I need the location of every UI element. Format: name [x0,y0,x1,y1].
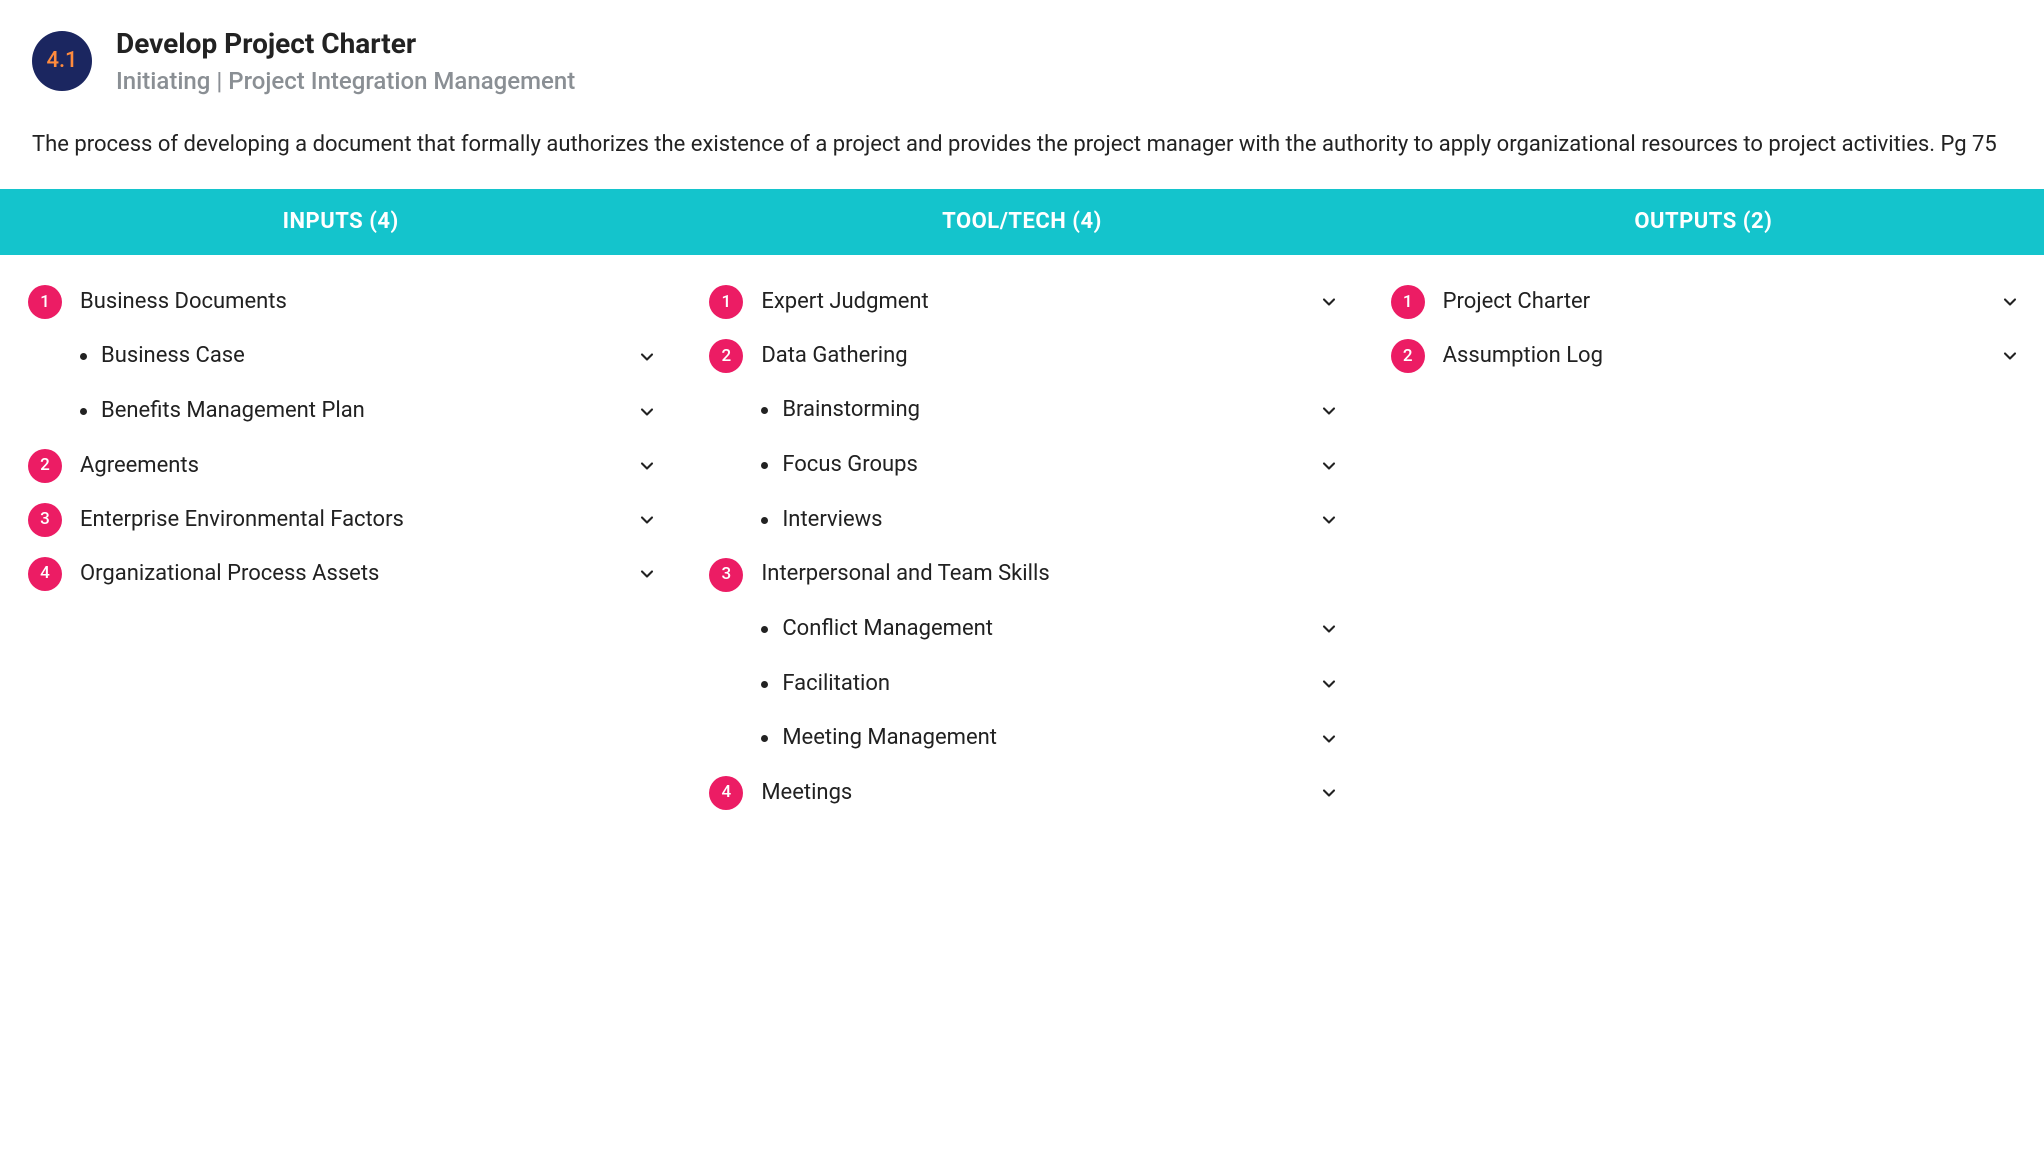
column-heading: OUTPUTS (2) [1363,189,2044,256]
column-heading: TOOL/TECH (4) [681,189,1362,256]
bullet-icon [80,353,87,360]
chevron-down-icon[interactable] [1315,783,1343,803]
bullet-icon [761,681,768,688]
chevron-down-icon[interactable] [1315,729,1343,749]
item-label: Data Gathering [761,341,1296,372]
list-item[interactable]: 3 Enterprise Environmental Factors [28,493,661,547]
chevron-down-icon[interactable] [1315,292,1343,312]
item-number-badge: 4 [709,776,743,810]
bullet-icon [761,626,768,633]
item-number-badge: 1 [28,285,62,319]
item-number-badge: 4 [28,557,62,591]
column: 1 Expert Judgment 2 Data Gathering Brainstor… [681,255,1362,840]
process-subtitle: Initiating | Project Integration Managem… [116,65,575,99]
chevron-down-icon[interactable] [633,510,661,530]
column-header-bar: INPUTS (4)TOOL/TECH (4)OUTPUTS (2) [0,189,2044,256]
chevron-down-icon[interactable] [633,347,661,367]
sub-item[interactable]: Meeting Management [761,711,1342,766]
item-label: Business Documents [80,287,615,318]
item-label: Agreements [80,451,615,482]
chevron-down-icon[interactable] [633,564,661,584]
chevron-down-icon[interactable] [1996,292,2024,312]
item-number-badge: 2 [1391,339,1425,373]
bullet-icon [80,408,87,415]
item-label: Expert Judgment [761,287,1296,318]
list-item[interactable]: 4 Organizational Process Assets [28,547,661,601]
bullet-icon [761,517,768,524]
list-item[interactable]: 1 Expert Judgment [709,275,1342,329]
list-item[interactable]: 4 Meetings [709,766,1342,820]
list-item[interactable]: 3 Interpersonal and Team Skills [709,548,1342,602]
chevron-down-icon[interactable] [1315,674,1343,694]
item-label: Interpersonal and Team Skills [761,559,1296,590]
sub-list: Brainstorming Focus Groups Interviews [709,383,1342,547]
bullet-icon [761,407,768,414]
sub-item-label: Facilitation [782,669,1300,700]
sub-item[interactable]: Facilitation [761,657,1342,712]
item-label: Meetings [761,778,1296,809]
sub-item[interactable]: Business Case [80,329,661,384]
chevron-down-icon[interactable] [633,456,661,476]
item-label: Organizational Process Assets [80,559,615,590]
sub-item-label: Interviews [782,505,1300,536]
sub-item[interactable]: Brainstorming [761,383,1342,438]
sub-item[interactable]: Conflict Management [761,602,1342,657]
item-number-badge: 1 [1391,285,1425,319]
sub-item-label: Meeting Management [782,723,1300,754]
sub-item-label: Focus Groups [782,450,1300,481]
process-number-badge: 4.1 [32,31,92,91]
chevron-down-icon[interactable] [1315,456,1343,476]
process-title: Develop Project Charter [116,24,575,63]
item-label: Enterprise Environmental Factors [80,505,615,536]
column: 1 Project Charter 2 Assumption Log [1363,255,2044,840]
list-item[interactable]: 2 Data Gathering [709,329,1342,383]
chevron-down-icon[interactable] [633,402,661,422]
list-item[interactable]: 1 Business Documents [28,275,661,329]
list-item[interactable]: 2 Agreements [28,439,661,493]
process-header: 4.1 Develop Project Charter Initiating |… [0,24,2044,119]
item-number-badge: 3 [709,558,743,592]
chevron-down-icon[interactable] [1996,346,2024,366]
bullet-icon [761,735,768,742]
item-number-badge: 2 [28,449,62,483]
sub-item-label: Business Case [101,341,619,372]
item-number-badge: 2 [709,339,743,373]
column-heading: INPUTS (4) [0,189,681,256]
bullet-icon [761,462,768,469]
sub-list: Conflict Management Facilitation Meeting M… [709,602,1342,766]
item-number-badge: 3 [28,503,62,537]
sub-item[interactable]: Focus Groups [761,438,1342,493]
chevron-down-icon[interactable] [1315,401,1343,421]
sub-item[interactable]: Benefits Management Plan [80,384,661,439]
item-number-badge: 1 [709,285,743,319]
process-description: The process of developing a document tha… [0,119,2044,189]
chevron-down-icon[interactable] [1315,619,1343,639]
sub-item-label: Conflict Management [782,614,1300,645]
sub-item-label: Brainstorming [782,395,1300,426]
sub-item-label: Benefits Management Plan [101,396,619,427]
item-label: Project Charter [1443,287,1978,318]
list-item[interactable]: 2 Assumption Log [1391,329,2024,383]
list-item[interactable]: 1 Project Charter [1391,275,2024,329]
item-label: Assumption Log [1443,341,1978,372]
column: 1 Business Documents Business Case Benefits… [0,255,681,840]
sub-list: Business Case Benefits Management Plan [28,329,661,439]
sub-item[interactable]: Interviews [761,493,1342,548]
chevron-down-icon[interactable] [1315,510,1343,530]
